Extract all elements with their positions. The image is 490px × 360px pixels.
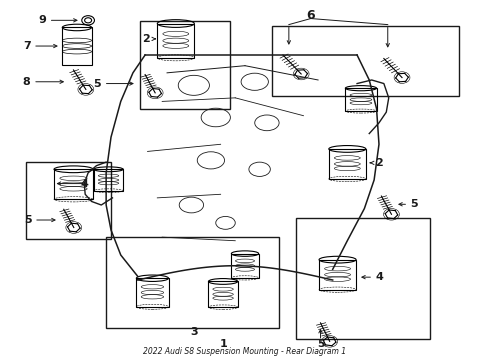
Text: 5: 5 bbox=[24, 215, 31, 225]
Text: 7: 7 bbox=[23, 41, 30, 51]
Text: 2: 2 bbox=[142, 34, 150, 44]
Bar bbox=[26, 162, 111, 239]
Text: 4: 4 bbox=[80, 179, 88, 189]
Text: 1: 1 bbox=[219, 339, 227, 349]
Text: 8: 8 bbox=[23, 77, 30, 87]
Bar bbox=[272, 26, 460, 96]
Bar bbox=[140, 21, 230, 109]
Text: 5: 5 bbox=[411, 199, 418, 209]
Text: 6: 6 bbox=[306, 9, 315, 22]
Text: 4: 4 bbox=[375, 272, 384, 282]
Text: 3: 3 bbox=[190, 327, 197, 337]
Bar bbox=[296, 217, 430, 339]
Text: 9: 9 bbox=[38, 15, 46, 25]
Bar bbox=[106, 237, 279, 328]
Text: 5: 5 bbox=[94, 78, 101, 89]
Text: 2: 2 bbox=[375, 158, 383, 168]
Text: 5: 5 bbox=[317, 339, 324, 348]
Text: 2022 Audi S8 Suspension Mounting - Rear Diagram 1: 2022 Audi S8 Suspension Mounting - Rear … bbox=[144, 347, 346, 356]
